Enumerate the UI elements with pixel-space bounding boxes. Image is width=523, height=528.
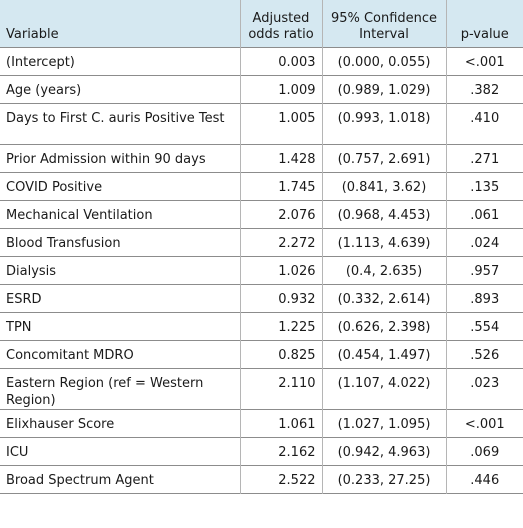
cell-odds-ratio: 2.110 <box>240 368 323 410</box>
cell-p-value: <.001 <box>464 417 505 432</box>
cell-variable: Blood Transfusion <box>0 228 241 257</box>
cell-odds-ratio: 0.825 <box>240 340 323 369</box>
cell-odds-ratio: 1.428 <box>240 144 323 173</box>
cell-p-value: .271 <box>470 152 500 167</box>
cell-p-value: .526 <box>470 348 500 363</box>
table-header-row: Variable Adjusted odds ratio 95% Confide… <box>0 0 523 48</box>
cell-confidence-interval: (0.000, 0.055) <box>322 47 447 76</box>
cell-confidence-interval: (0.841, 3.62) <box>322 172 447 201</box>
cell-confidence-interval: (0.4, 2.635) <box>322 256 447 285</box>
cell-odds-ratio: 0.932 <box>240 284 323 313</box>
cell-confidence-interval: (0.757, 2.691) <box>322 144 447 173</box>
cell-variable: Eastern Region (ref = Western Region) <box>0 368 241 410</box>
cell-p-value: .554 <box>470 320 500 335</box>
cell-variable: Mechanical Ventilation <box>0 200 241 229</box>
cell-p-value: .893 <box>470 292 500 307</box>
cell-odds-ratio: 2.162 <box>240 437 323 466</box>
table-row: Concomitant MDRO 0.825 (0.454, 1.497) .5… <box>0 340 523 369</box>
table-row: COVID Positive 1.745 (0.841, 3.62) .135 <box>0 172 523 201</box>
cell-confidence-interval: (0.332, 2.614) <box>322 284 447 313</box>
cell-p-value: .024 <box>470 236 500 251</box>
cell-odds-ratio: 0.003 <box>240 47 323 76</box>
table-row: Broad Spectrum Agent 2.522 (0.233, 27.25… <box>0 465 523 494</box>
cell-confidence-interval: (0.993, 1.018) <box>322 103 447 145</box>
cell-p-value: .061 <box>470 208 500 223</box>
cell-odds-ratio: 1.225 <box>240 312 323 341</box>
cell-p-value: <.001 <box>464 55 505 70</box>
table-row: (Intercept) 0.003 (0.000, 0.055) <.001 <box>0 47 523 76</box>
cell-odds-ratio: 2.522 <box>240 465 323 494</box>
cell-odds-ratio: 1.026 <box>240 256 323 285</box>
cell-variable: TPN <box>0 312 241 341</box>
cell-odds-ratio: 1.061 <box>240 409 323 438</box>
cell-p-value: .446 <box>470 473 500 488</box>
table-row: TPN 1.225 (0.626, 2.398) .554 <box>0 312 523 341</box>
cell-variable: ESRD <box>0 284 241 313</box>
cell-variable: Days to First C. auris Positive Test <box>0 103 241 145</box>
cell-confidence-interval: (1.027, 1.095) <box>322 409 447 438</box>
cell-confidence-interval: (0.968, 4.453) <box>322 200 447 229</box>
cell-variable: Concomitant MDRO <box>0 340 241 369</box>
cell-variable: Age (years) <box>0 75 241 104</box>
cell-confidence-interval: (0.989, 1.029) <box>322 75 447 104</box>
cell-p-value: .135 <box>470 180 500 195</box>
table-row: ESRD 0.932 (0.332, 2.614) .893 <box>0 284 523 313</box>
cell-p-value: .069 <box>470 445 500 460</box>
cell-p-value: .957 <box>470 264 500 279</box>
cell-confidence-interval: (0.626, 2.398) <box>322 312 447 341</box>
regression-results-table: Variable Adjusted odds ratio 95% Confide… <box>0 0 523 494</box>
table-row: Blood Transfusion 2.272 (1.113, 4.639) .… <box>0 228 523 257</box>
cell-variable: Prior Admission within 90 days <box>0 144 241 173</box>
cell-variable: Broad Spectrum Agent <box>0 465 241 494</box>
cell-confidence-interval: (1.107, 4.022) <box>322 368 447 410</box>
table-row: ICU 2.162 (0.942, 4.963) .069 <box>0 437 523 466</box>
table-row: Age (years) 1.009 (0.989, 1.029) .382 <box>0 75 523 104</box>
cell-p-value: .382 <box>470 83 500 98</box>
header-confidence-interval: 95% Confidence Interval <box>322 0 447 48</box>
cell-variable: Dialysis <box>0 256 241 285</box>
cell-confidence-interval: (0.942, 4.963) <box>322 437 447 466</box>
cell-odds-ratio: 2.272 <box>240 228 323 257</box>
table-row: Prior Admission within 90 days 1.428 (0.… <box>0 144 523 173</box>
cell-confidence-interval: (0.233, 27.25) <box>322 465 447 494</box>
header-p-value: p-value <box>460 27 509 42</box>
cell-variable: COVID Positive <box>0 172 241 201</box>
header-odds-ratio: Adjusted odds ratio <box>240 0 323 48</box>
header-variable: Variable <box>0 0 241 48</box>
cell-p-value: .023 <box>470 376 500 391</box>
table-row: Dialysis 1.026 (0.4, 2.635) .957 <box>0 256 523 285</box>
table-row: Mechanical Ventilation 2.076 (0.968, 4.4… <box>0 200 523 229</box>
table-row: Eastern Region (ref = Western Region) 2.… <box>0 368 523 410</box>
cell-odds-ratio: 1.745 <box>240 172 323 201</box>
table-row: Days to First C. auris Positive Test 1.0… <box>0 103 523 145</box>
cell-variable: ICU <box>0 437 241 466</box>
cell-odds-ratio: 1.009 <box>240 75 323 104</box>
cell-confidence-interval: (0.454, 1.497) <box>322 340 447 369</box>
cell-p-value: .410 <box>470 111 500 126</box>
cell-variable: Elixhauser Score <box>0 409 241 438</box>
table-row: Elixhauser Score 1.061 (1.027, 1.095) <.… <box>0 409 523 438</box>
cell-variable: (Intercept) <box>0 47 241 76</box>
cell-odds-ratio: 1.005 <box>240 103 323 145</box>
cell-confidence-interval: (1.113, 4.639) <box>322 228 447 257</box>
cell-odds-ratio: 2.076 <box>240 200 323 229</box>
